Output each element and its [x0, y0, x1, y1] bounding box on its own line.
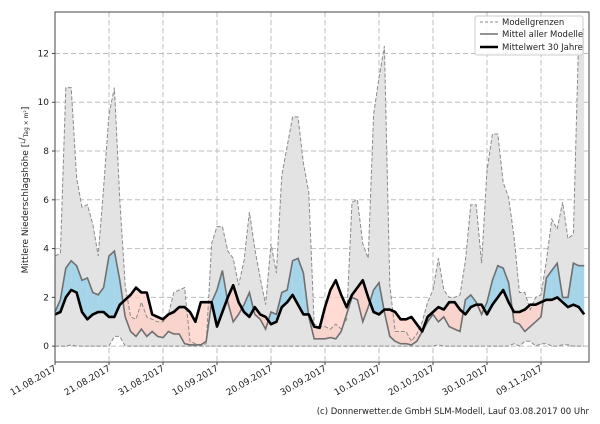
- x-tick-label: 20.09.2017: [225, 364, 275, 398]
- footer-credit: (c) Donnerwetter.de GmbH SLM-Modell, Lau…: [317, 407, 590, 417]
- y-tick-label: 10: [38, 98, 50, 108]
- y-axis-label: Mittlere Niederschlagshöhe [L/Tag × m²]: [18, 107, 31, 274]
- below-normal-fill: [201, 302, 206, 345]
- x-tick-label: 09.11.2017: [495, 364, 545, 398]
- y-tick-label: 6: [43, 196, 49, 206]
- y-tick-label: 0: [43, 342, 49, 352]
- legend-label-bounds: Modellgrenzen: [502, 18, 564, 28]
- above-normal-fill: [109, 251, 114, 317]
- y-tick-label: 4: [43, 245, 49, 255]
- x-tick-label: 10.09.2017: [171, 364, 221, 398]
- y-ticks: 0 2 4 6 8 10 12: [38, 49, 55, 352]
- y-tick-label: 12: [38, 49, 49, 59]
- x-tick-label: 30.09.2017: [279, 364, 329, 398]
- x-tick-label: 21.08.2017: [63, 364, 113, 398]
- y-unit-den: Tag × m²: [23, 110, 30, 139]
- x-tick-label: 31.08.2017: [117, 364, 167, 398]
- y-axis-label-text: Mittlere Niederschlagshöhe: [21, 150, 31, 274]
- x-tick-label: 10.10.2017: [333, 364, 383, 398]
- legend: Modellgrenzen Mittel aller Modelle Mitte…: [475, 16, 583, 55]
- legend-label-mean: Mittel aller Modelle: [502, 30, 583, 40]
- y-tick-label: 8: [43, 147, 49, 157]
- x-tick-label: 20.10.2017: [387, 364, 437, 398]
- x-tick-label: 30.10.2017: [441, 364, 491, 398]
- legend-label-clim: Mittelwert 30 Jahre: [502, 43, 583, 53]
- y-tick-label: 2: [43, 293, 49, 303]
- above-normal-fill: [573, 263, 578, 307]
- below-normal-fill: [449, 302, 454, 329]
- x-tick-label: 11.08.2017: [9, 364, 59, 398]
